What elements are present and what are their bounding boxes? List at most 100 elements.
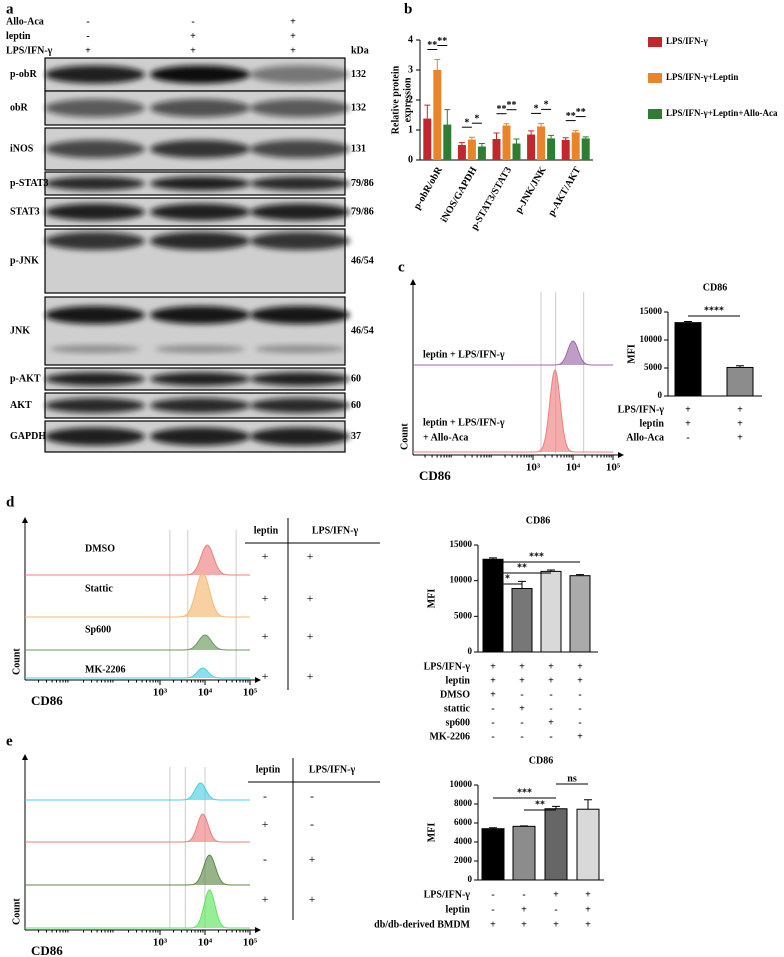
x-tick-label: p-AKT/AKT	[546, 165, 583, 218]
table-sign: +	[262, 892, 269, 906]
bar	[492, 139, 501, 160]
blot-row-label: p-STAT3	[10, 178, 49, 189]
error-bar	[684, 321, 692, 323]
blot-kda-label: 79/86	[351, 206, 374, 217]
blot-band	[155, 345, 245, 353]
unit-label: kDa	[351, 45, 369, 56]
bar	[540, 570, 562, 653]
bar	[581, 138, 590, 160]
blot-kda-label: 37	[351, 431, 361, 442]
condition-sign: +	[519, 703, 525, 714]
error-bar	[538, 122, 545, 127]
histogram	[25, 634, 250, 651]
y-tick-label: 6000	[454, 817, 473, 827]
blot-band	[45, 176, 145, 191]
significance-label: ns	[567, 773, 577, 784]
legend-label: LPS/IFN-γ+Leptin+Allo-Aca	[666, 108, 778, 118]
chart-title: CD86	[526, 515, 550, 526]
legend-swatch	[648, 109, 662, 119]
blot-band	[250, 372, 350, 386]
condition-sign: -	[554, 904, 557, 915]
significance-label: **	[576, 107, 586, 118]
error-bar	[503, 123, 510, 126]
bar	[569, 575, 591, 653]
blot-band	[250, 203, 350, 221]
condition-sign: +	[548, 675, 554, 686]
condition-sign: -	[491, 904, 494, 915]
x-tick-label: 10⁴	[198, 687, 213, 699]
bar	[544, 808, 568, 881]
blot-band	[45, 99, 145, 117]
significance-label: *	[534, 104, 539, 115]
condition-sign: +	[290, 45, 296, 56]
bar	[467, 139, 476, 160]
error-bar	[552, 805, 560, 809]
bar	[576, 808, 600, 881]
blot-band	[45, 65, 145, 84]
condition-sign: +	[519, 675, 525, 686]
sample-label: MK-2206	[85, 664, 126, 675]
panel-letter: a	[6, 1, 14, 17]
bar	[726, 366, 754, 397]
sample-label: DMSO	[85, 543, 115, 554]
blot-band	[150, 99, 250, 117]
blot-kda-label: 131	[351, 143, 366, 154]
table-header: leptin	[256, 764, 281, 775]
bar	[571, 132, 580, 160]
condition-sign: +	[585, 889, 591, 900]
chart-title: CD86	[703, 282, 727, 293]
table-sign: -	[310, 817, 314, 831]
table-sign: +	[262, 629, 269, 643]
histogram	[25, 813, 250, 843]
blot-band	[250, 99, 350, 117]
blot-kda-label: 46/54	[351, 255, 374, 266]
table-sign: -	[263, 789, 267, 803]
blot-band	[45, 140, 145, 158]
blot-band	[150, 176, 250, 191]
y-tick-label: 0	[468, 646, 473, 656]
x-tick-label: iNOS/GAPDH	[439, 165, 480, 225]
significance-label: *	[544, 100, 549, 111]
sample-label: Stattic	[85, 583, 113, 594]
condition-sign: +	[553, 919, 559, 930]
sample-label: Sp600	[85, 624, 111, 635]
condition-sign: -	[578, 703, 581, 714]
bar	[502, 125, 511, 160]
significance-label: **	[437, 36, 447, 47]
condition-sign: -	[86, 31, 89, 42]
y-tick-label: 10000	[450, 779, 473, 789]
histogram	[25, 782, 250, 801]
condition-label: LPS/IFN-γ	[6, 45, 53, 56]
bar	[512, 143, 521, 160]
condition-sign: +	[548, 717, 554, 728]
condition-sign: -	[578, 717, 581, 728]
error-bar	[576, 574, 584, 576]
blot-band	[150, 232, 250, 250]
y-tick-label: 15000	[450, 539, 473, 549]
y-tick-label: 8000	[454, 798, 473, 808]
y-tick-label: 15000	[640, 306, 663, 316]
condition-sign: -	[191, 16, 194, 27]
table-sign: +	[262, 591, 269, 605]
condition-label: leptin	[446, 904, 471, 915]
blot-row-label: p-AKT	[10, 373, 41, 384]
condition-sign: -	[549, 703, 552, 714]
y-tick-label: 0	[468, 874, 473, 884]
bar	[561, 139, 570, 160]
condition-sign: +	[290, 16, 296, 27]
significance-label: **	[517, 562, 527, 573]
y-axis-label: Count	[11, 648, 22, 675]
error-bar	[572, 130, 579, 133]
table-sign: +	[309, 852, 316, 866]
blot-row-label: GAPDH	[10, 431, 46, 442]
condition-sign: -	[491, 731, 494, 742]
blot-band	[45, 427, 145, 446]
significance-label: *	[474, 113, 479, 124]
blot-row-label: p-obR	[10, 69, 37, 80]
error-bar	[468, 136, 475, 140]
x-axis-label: CD86	[31, 943, 63, 957]
blot-row-label: STAT3	[10, 206, 40, 217]
x-tick-label: 10³	[153, 687, 168, 699]
condition-sign: +	[521, 904, 527, 915]
bar	[477, 146, 486, 160]
